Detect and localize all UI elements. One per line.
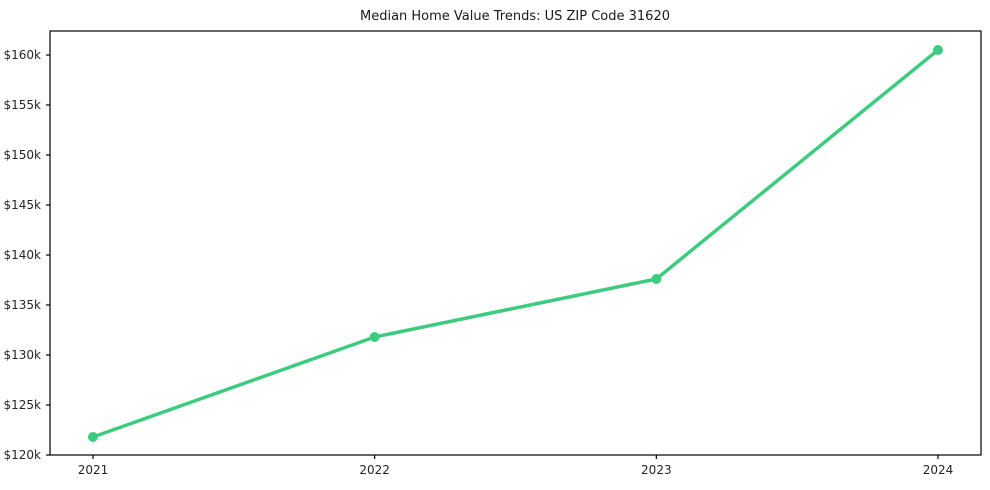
y-axis-tick-label: $160k	[4, 48, 42, 62]
data-point-marker	[651, 274, 662, 284]
plot-border	[49, 30, 982, 456]
y-axis-tick-label: $120k	[4, 448, 42, 462]
x-axis-tick-label: 2024	[923, 463, 954, 477]
y-axis-tick-label: $145k	[4, 198, 42, 212]
x-axis-tick-label: 2021	[78, 463, 109, 477]
x-axis-tick-label: 2022	[359, 463, 390, 477]
y-axis-tick-label: $140k	[4, 248, 42, 262]
y-axis-tick-label: $150k	[4, 148, 42, 162]
y-axis-tick-label: $125k	[4, 398, 42, 412]
data-point-marker	[369, 332, 380, 342]
data-point-marker	[933, 45, 943, 55]
y-axis-tick-label: $135k	[4, 298, 42, 312]
x-axis-tick-label: 2023	[641, 463, 672, 477]
y-axis-tick-label: $130k	[4, 348, 42, 362]
line-series	[91, 48, 940, 439]
chart-title: Median Home Value Trends: US ZIP Code 31…	[360, 9, 670, 24]
y-axis-tick-label: $155k	[4, 98, 42, 112]
plot-area: $120k $125k $130k $135k $140k $145k $150k $155k…	[4, 30, 982, 477]
data-point-marker	[88, 432, 98, 442]
